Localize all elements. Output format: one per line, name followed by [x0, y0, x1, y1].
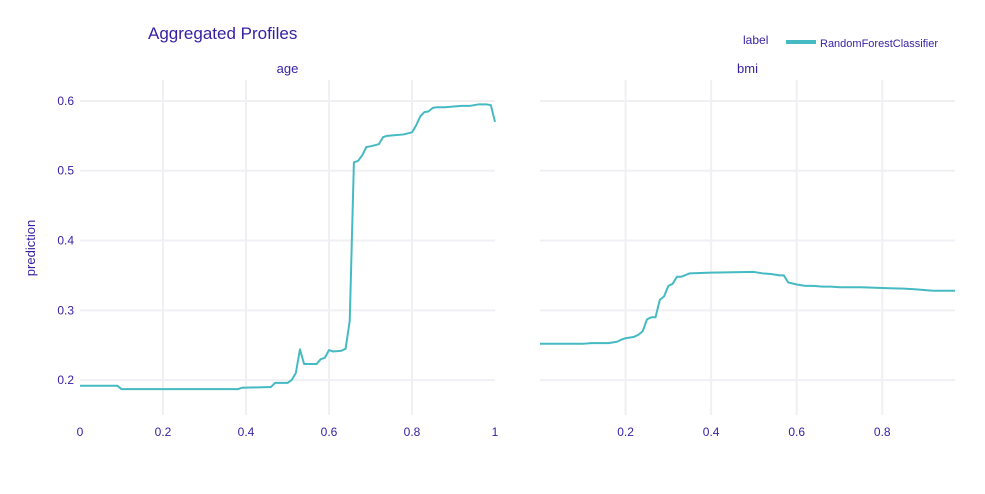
- x-tick-label: 0.2: [155, 425, 172, 439]
- y-axis-title: prediction: [23, 220, 38, 276]
- panel-title: age: [277, 61, 299, 76]
- x-tick-label: 0.6: [321, 425, 338, 439]
- y-tick-label: 0.4: [57, 234, 74, 248]
- panel-age: age 0.2 0.3 0.4 0.5 0.6 0 0.2 0.4 0.6 0.8 1: [57, 61, 498, 439]
- series-line-randomforestclassifier[interactable]: [540, 270, 955, 345]
- legend[interactable]: label RandomForestClassifier: [743, 33, 938, 50]
- legend-title: label: [743, 33, 768, 47]
- y-tick-label: 0.3: [57, 303, 74, 317]
- x-tick-label: 0: [77, 425, 84, 439]
- panel-title: bmi: [737, 61, 758, 76]
- x-tick-label: 1: [492, 425, 499, 439]
- x-tick-label: 0.6: [788, 425, 805, 439]
- x-tick-label: 0.4: [703, 425, 720, 439]
- y-tick-label: 0.2: [57, 373, 74, 387]
- x-tick-label: 0.4: [238, 425, 255, 439]
- x-tick-label: 0.8: [874, 425, 891, 439]
- x-tick-label: 0.2: [617, 425, 634, 439]
- y-tick-label: 0.5: [57, 164, 74, 178]
- x-tick-label: 0.8: [404, 425, 421, 439]
- panel-bmi: bmi 0.2 0.4 0.6 0.8: [540, 61, 955, 439]
- series-line-randomforestclassifier[interactable]: [80, 103, 496, 391]
- chart-title: Aggregated Profiles: [148, 24, 297, 43]
- y-tick-label: 0.6: [57, 94, 74, 108]
- legend-item-label: RandomForestClassifier: [820, 38, 938, 50]
